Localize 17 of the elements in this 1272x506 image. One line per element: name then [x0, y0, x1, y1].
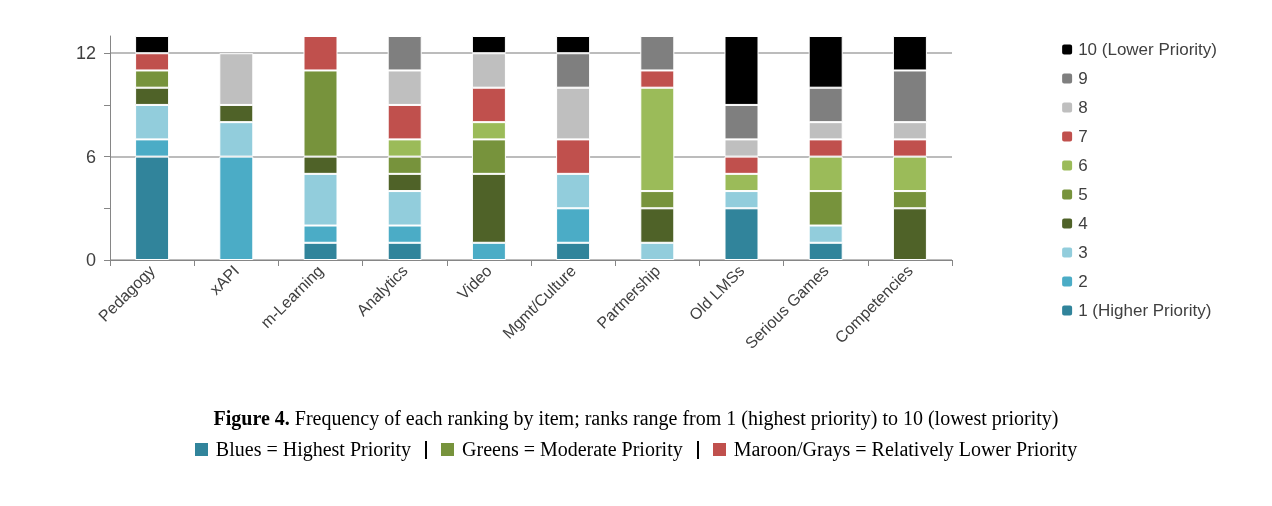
legend-label: 1 (Higher Priority)	[1078, 301, 1212, 320]
legend-label: 6	[1078, 156, 1088, 175]
legend-label: 4	[1078, 214, 1088, 233]
legend-label: 8	[1078, 98, 1088, 117]
legend-label: 3	[1078, 243, 1088, 262]
y-tick-label: 0	[85, 250, 96, 270]
legend-label: 10 (Lower Priority)	[1078, 40, 1217, 59]
legend-label: 5	[1078, 185, 1088, 204]
text: Greens = Moderate Priority	[462, 438, 683, 461]
text: Blues = Highest Priority	[215, 438, 412, 461]
legend-label: 9	[1078, 69, 1088, 88]
y-tick-label: 12	[75, 43, 96, 64]
legend-label: 2	[1078, 272, 1088, 291]
text: Maroon/Grays = Relatively Lower Priority	[733, 438, 1078, 461]
y-tick-label: 6	[85, 146, 96, 167]
legend-label: 7	[1078, 127, 1088, 146]
text: Figure 4. Frequency of each ranking by item; ranks range from 1 (highest priority) to 10 (lowest priority)	[212, 407, 1060, 430]
